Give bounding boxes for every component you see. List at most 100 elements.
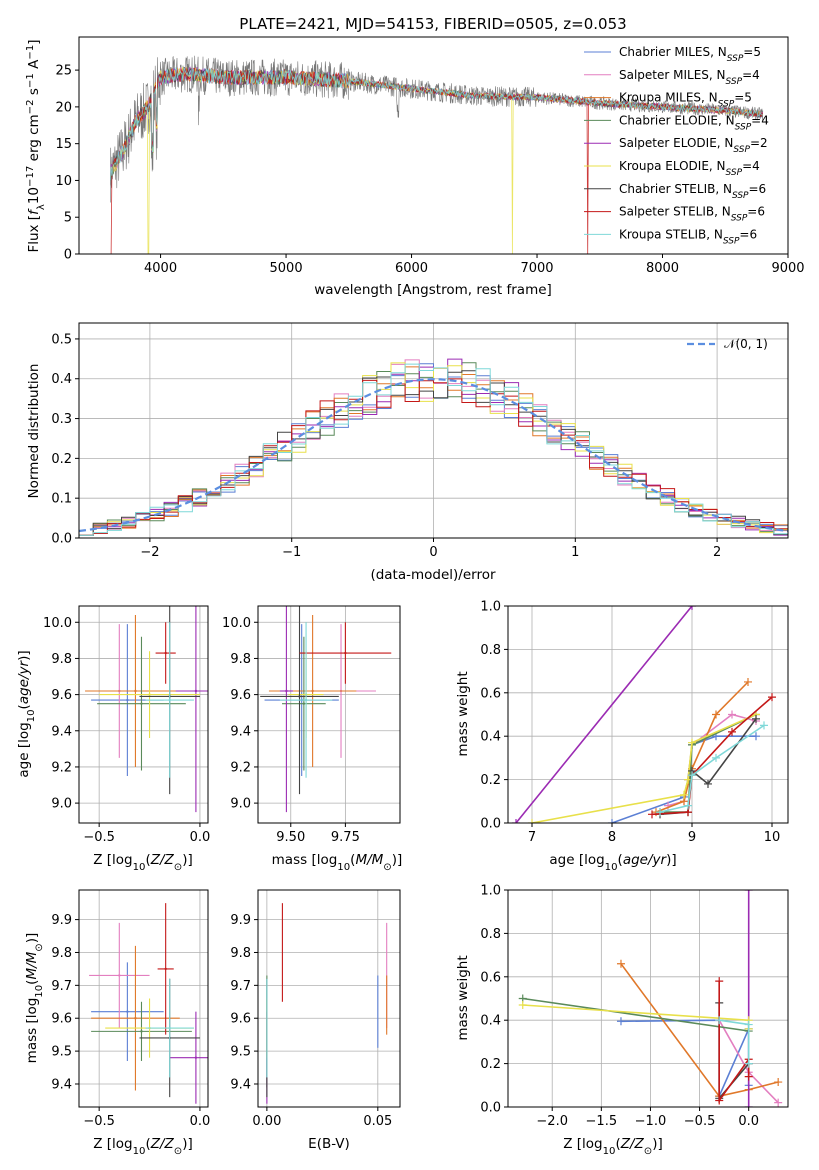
spectrum-legend-label: Kroupa ELODIE, NSSP=4 bbox=[619, 159, 760, 178]
weight-vs-z-xtick-label: −0.5 bbox=[684, 1114, 716, 1129]
spectrum-ylabel-part: s bbox=[26, 88, 42, 99]
weight-vs-age-marker bbox=[744, 677, 752, 686]
weight-vs-age-marker bbox=[608, 819, 616, 823]
spectrum-ylabel: Flux [fλ10−17 erg cm−2 s−1 A−1] bbox=[25, 39, 47, 252]
residual-histogram-line bbox=[79, 362, 788, 536]
legend-text: Salpeter ELODIE, N bbox=[619, 136, 733, 150]
age-vs-mass-ytick-label: 9.0 bbox=[230, 797, 251, 812]
age-vs-z-xlabel-part: ( bbox=[145, 852, 150, 868]
spectrum-xtick-label: 9000 bbox=[771, 261, 804, 276]
weight-vs-z-xlabel-part: ⊙ bbox=[644, 1146, 652, 1157]
spectrum-ylabel-part: f bbox=[26, 208, 42, 215]
legend-subscript: SSP bbox=[735, 122, 752, 132]
residuals-xtick-label: −2 bbox=[140, 545, 159, 560]
age-vs-mass-xlabel-part: ( bbox=[350, 852, 355, 868]
mass-vs-z-plot bbox=[89, 903, 208, 1104]
weight-vs-age-ytick-label: 0.4 bbox=[480, 730, 501, 745]
weight-vs-age-marker bbox=[648, 810, 656, 819]
age-vs-z-ylabel-part: 10 bbox=[26, 709, 37, 722]
mass-vs-z-xtick-label: −0.5 bbox=[83, 1114, 115, 1129]
legend-subscript: SSP bbox=[726, 168, 743, 178]
age-vs-z-ylabel-part: )] bbox=[16, 650, 32, 661]
mass-vs-z-ylabel-part: ( bbox=[24, 980, 40, 985]
spectrum-xtick-label: 8000 bbox=[646, 261, 679, 276]
weight-vs-z-ytick-label: 0.0 bbox=[480, 1101, 501, 1116]
mass-vs-z-ylabel-part: 10 bbox=[34, 985, 45, 998]
legend-text: Kroupa ELODIE, N bbox=[619, 159, 726, 173]
age-vs-mass-xtick-label: 9.50 bbox=[276, 830, 305, 845]
legend-subscript: SSP bbox=[723, 236, 740, 246]
mass-vs-ebv-frame bbox=[257, 889, 401, 1108]
age-vs-mass-xlabel-part: )] bbox=[392, 852, 403, 868]
weight-vs-age-marker bbox=[768, 693, 776, 702]
weight-vs-z-xlabel-part: Z [log bbox=[563, 1136, 602, 1152]
mass-vs-z-point bbox=[134, 1017, 137, 1020]
mass-vs-z-ytick-label: 9.7 bbox=[51, 979, 72, 994]
residual-histogram-line bbox=[79, 378, 788, 536]
weight-vs-z-line bbox=[718, 981, 750, 1103]
residuals-ytick-label: 0.4 bbox=[51, 372, 72, 387]
age-vs-mass-point bbox=[344, 651, 347, 655]
age-vs-mass-point bbox=[298, 695, 301, 698]
normal-curve-line bbox=[79, 378, 788, 533]
mass-vs-z-ytick-label: 9.6 bbox=[51, 1012, 72, 1027]
weight-vs-z-frame bbox=[507, 889, 789, 1108]
spectrum-frame bbox=[78, 36, 789, 255]
mass-vs-z-xlabel-part: Z [log bbox=[93, 1136, 132, 1152]
age-vs-z-plot bbox=[85, 606, 208, 813]
mass-vs-ebv-xtick-label: 0.00 bbox=[252, 1114, 281, 1129]
spectrum-plot bbox=[110, 55, 764, 254]
mass-vs-z-ylabel-part: mass [log bbox=[24, 998, 40, 1064]
age-vs-z-point bbox=[164, 651, 167, 655]
mass-vs-ebv-plot bbox=[266, 903, 388, 1104]
weight-vs-age-ytick-label: 0.8 bbox=[480, 643, 501, 658]
residuals-ytick-label: 0.3 bbox=[51, 412, 72, 427]
spectrum-legend-label: Kroupa STELIB, NSSP=6 bbox=[619, 227, 757, 246]
weight-vs-age-xtick-label: 9 bbox=[688, 830, 696, 845]
weight-vs-age-ytick-label: 0.2 bbox=[480, 773, 501, 788]
age-vs-z-xlabel-part: Z/Z bbox=[150, 852, 175, 868]
residuals-xtick-label: 0 bbox=[429, 545, 437, 560]
weight-vs-z-marker bbox=[744, 890, 753, 894]
weight-vs-z-line bbox=[718, 1002, 750, 1101]
weight-vs-age-xtick-label: 8 bbox=[608, 830, 616, 845]
mass-vs-z-xlabel: Z [log10(Z/Z⊙)] bbox=[93, 1136, 193, 1157]
age-vs-mass-xlabel-part: mass [log bbox=[272, 852, 338, 868]
mass-vs-ebv-ytick-label: 9.4 bbox=[230, 1077, 251, 1092]
legend-value: =4 bbox=[751, 113, 769, 127]
weight-vs-age-line bbox=[660, 713, 757, 813]
spectrum-ytick-label: 15 bbox=[55, 137, 72, 152]
residuals-ytick-label: 0.5 bbox=[51, 332, 72, 347]
age-vs-mass-xlabel-part: 10 bbox=[337, 862, 350, 873]
spectrum-xtick-label: 4000 bbox=[144, 261, 177, 276]
age-vs-z-ylabel-part: ( bbox=[16, 704, 32, 709]
age-vs-z-frame bbox=[78, 605, 209, 824]
legend-subscript: SSP bbox=[731, 214, 748, 224]
weight-vs-z-marker bbox=[744, 1072, 753, 1081]
weight-vs-age-line bbox=[515, 606, 693, 823]
mass-vs-z-ylabel-part: )] bbox=[24, 933, 40, 944]
normal-legend-label: 𝒩(0, 1) bbox=[724, 337, 768, 351]
mass-vs-z-point bbox=[118, 974, 121, 977]
mass-vs-z-ytick-label: 9.9 bbox=[51, 913, 72, 928]
weight-vs-z-marker bbox=[715, 1096, 724, 1105]
weight-vs-z-line bbox=[522, 997, 749, 1032]
weight-vs-age-marker bbox=[728, 727, 736, 736]
legend-text: Chabrier STELIB, N bbox=[619, 182, 732, 196]
weight-vs-age-xlabel-part: ( bbox=[618, 852, 623, 868]
weight-vs-z-xtick-label: 0.0 bbox=[738, 1114, 759, 1129]
weight-vs-age-xtick-label: 7 bbox=[528, 830, 536, 845]
legend-value: =5 bbox=[743, 45, 761, 59]
age-vs-mass-point bbox=[302, 702, 306, 705]
legend-text: Chabrier ELODIE, N bbox=[619, 113, 735, 127]
weight-vs-z-marker bbox=[518, 1001, 527, 1010]
spectrum-ylabel-part: A bbox=[26, 59, 42, 73]
mass-vs-z-point bbox=[194, 1056, 198, 1059]
residuals-xtick-label: −1 bbox=[282, 545, 301, 560]
weight-vs-z-xlabel: Z [log10(Z/Z⊙)] bbox=[563, 1136, 663, 1157]
residuals-xtick-label: 1 bbox=[571, 545, 579, 560]
weight-vs-z-marker bbox=[715, 977, 724, 986]
weight-vs-z-marker bbox=[774, 1078, 783, 1087]
weight-vs-z-xlabel-part: 10 bbox=[603, 1146, 616, 1157]
